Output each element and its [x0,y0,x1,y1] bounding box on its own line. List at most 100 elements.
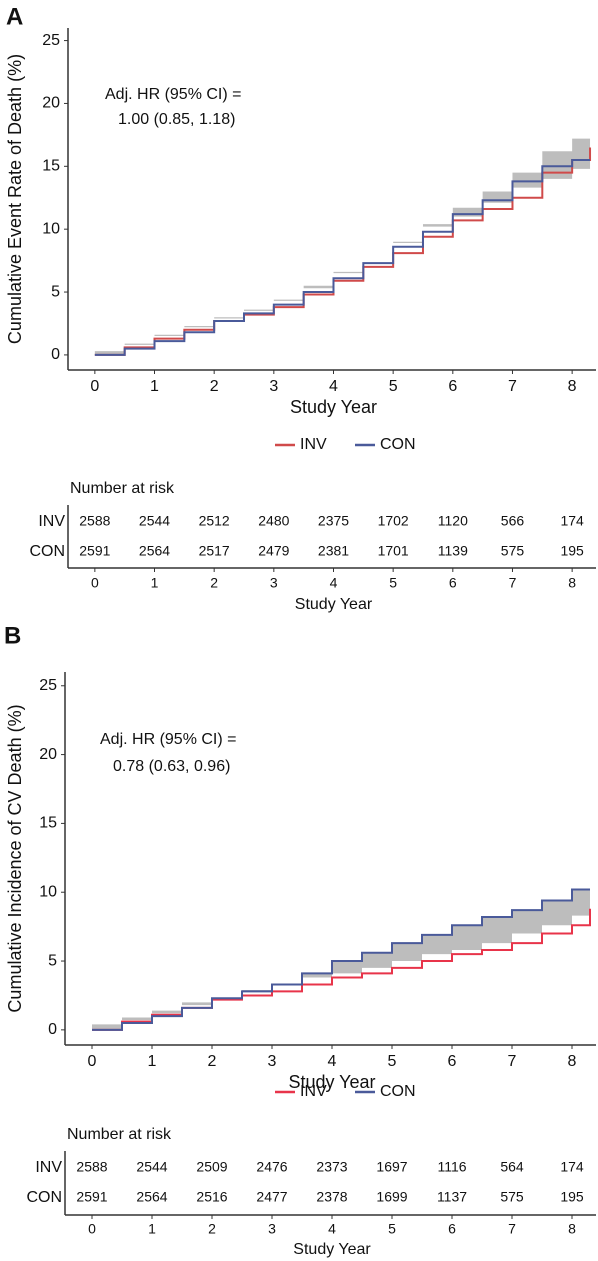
legend-label: INV [300,436,327,453]
risk-row-name: INV [35,1159,62,1176]
x-tick-label: 2 [210,378,219,395]
x-tick-label: 0 [90,378,99,395]
y-tick-label: 5 [51,283,60,300]
y-axis-label: Cumulative Event Rate of Death (%) [5,54,25,344]
risk-count: 1697 [376,1159,407,1175]
legend-label: CON [380,436,416,453]
risk-x-tick-label: 3 [268,1221,276,1237]
x-tick-label: 4 [329,378,338,395]
km-line [92,888,590,1031]
risk-count: 174 [560,1159,584,1175]
x-axis-label: Study Year [290,397,377,417]
risk-count: 2588 [76,1159,107,1175]
x-tick-label: 5 [389,378,398,395]
risk-count: 2591 [79,543,110,559]
y-axis-label: Cumulative Incidence of CV Death (%) [5,704,25,1012]
risk-count: 2517 [199,543,230,559]
panel-label: A [6,3,23,30]
risk-count: 1139 [438,543,468,559]
risk-count: 2564 [136,1189,167,1205]
risk-count: 2476 [256,1159,287,1175]
risk-count: 2373 [316,1159,347,1175]
risk-count: 564 [500,1159,524,1175]
x-tick-label: 4 [328,1053,337,1070]
x-tick-label: 1 [150,378,159,395]
risk-count: 2544 [139,513,170,529]
risk-x-tick-label: 6 [449,575,457,591]
risk-count: 1701 [378,543,409,559]
risk-x-tick-label: 4 [330,575,338,591]
y-tick-label: 10 [39,883,57,900]
risk-x-tick-label: 1 [151,575,159,591]
risk-count: 2477 [256,1189,287,1205]
x-tick-label: 6 [448,378,457,395]
y-tick-label: 20 [39,746,57,763]
risk-x-tick-label: 6 [448,1221,456,1237]
risk-count: 2378 [316,1189,347,1205]
annotation: 1.00 (0.85, 1.18) [118,111,235,128]
risk-count: 1120 [438,513,468,529]
y-tick-label: 10 [42,220,60,237]
x-tick-label: 7 [508,1053,517,1070]
risk-count: 2588 [79,513,110,529]
risk-count: 575 [500,1189,524,1205]
x-axis-label: Study Year [288,1072,375,1092]
risk-count: 1702 [378,513,409,529]
ci-band [92,878,590,1030]
risk-count: 2591 [76,1189,107,1205]
risk-count: 1116 [437,1159,466,1175]
risk-x-axis-label: Study Year [295,596,373,613]
annotation: 0.78 (0.63, 0.96) [113,758,230,775]
risk-row-name: CON [26,1189,62,1206]
y-tick-label: 25 [39,677,57,694]
km-line [94,159,591,356]
risk-count: 2516 [196,1189,227,1205]
x-tick-label: 7 [508,378,517,395]
risk-x-tick-label: 5 [388,1221,396,1237]
risk-count: 2375 [318,513,349,529]
risk-count: 2512 [199,513,230,529]
risk-x-tick-label: 4 [328,1221,336,1237]
annotation: Adj. HR (95% CI) = [105,86,241,103]
risk-count: 2544 [136,1159,167,1175]
x-tick-label: 3 [269,378,278,395]
x-tick-label: 6 [448,1053,457,1070]
risk-x-tick-label: 0 [91,575,99,591]
risk-count: 566 [501,513,525,529]
risk-x-tick-label: 1 [148,1221,156,1237]
risk-count: 2479 [258,543,289,559]
risk-row-name: INV [38,513,65,530]
legend-label: INV [300,1083,327,1100]
risk-count: 1699 [376,1189,407,1205]
risk-x-tick-label: 2 [208,1221,216,1237]
risk-x-tick-label: 0 [88,1221,96,1237]
panel-label: B [4,622,21,649]
x-tick-label: 8 [568,1053,577,1070]
risk-count: 195 [560,1189,584,1205]
risk-table-title: Number at risk [67,1126,172,1143]
risk-x-tick-label: 8 [568,575,576,591]
y-tick-label: 0 [48,1021,57,1038]
risk-count: 2564 [139,543,170,559]
risk-count: 195 [560,543,584,559]
risk-x-tick-label: 5 [389,575,397,591]
risk-count: 174 [560,513,584,529]
x-tick-label: 3 [268,1053,277,1070]
y-tick-label: 15 [42,158,60,175]
risk-row-name: CON [29,543,65,560]
risk-count: 575 [501,543,525,559]
risk-table-title: Number at risk [70,480,175,497]
risk-count: 2509 [196,1159,227,1175]
risk-x-tick-label: 3 [270,575,278,591]
risk-x-axis-label: Study Year [293,1241,371,1258]
y-tick-label: 5 [48,952,57,969]
x-tick-label: 0 [88,1053,97,1070]
annotation: Adj. HR (95% CI) = [100,731,236,748]
x-tick-label: 8 [568,378,577,395]
y-tick-label: 20 [42,95,60,112]
risk-count: 1137 [437,1189,467,1205]
y-tick-label: 0 [51,346,60,363]
risk-count: 2480 [258,513,289,529]
risk-x-tick-label: 2 [210,575,218,591]
